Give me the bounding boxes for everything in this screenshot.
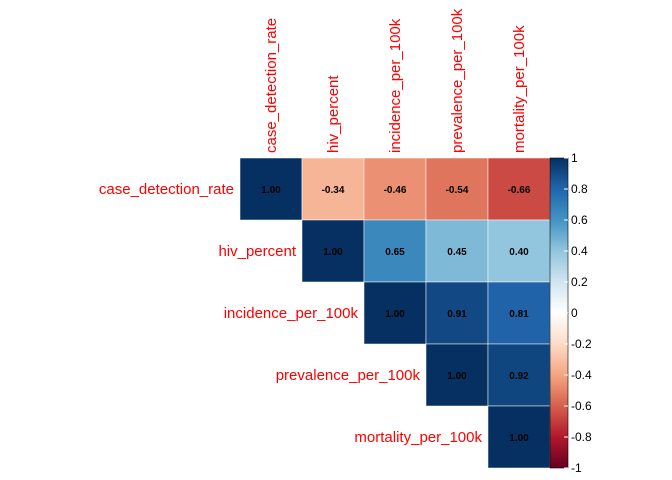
heatmap-cell	[487, 219, 551, 283]
column-label: incidence_per_100k	[387, 18, 404, 153]
heatmap-cell	[363, 281, 427, 345]
cell-value-label: 1.00	[447, 371, 467, 382]
colorbar-tick-label: 0.4	[571, 244, 588, 258]
row-label: mortality_per_100k	[354, 429, 482, 446]
cell-value-label: 0.65	[385, 247, 405, 258]
cell-value-label: 0.45	[447, 247, 467, 258]
row-label: case_detection_rate	[99, 181, 234, 198]
cell-value-label: -0.66	[508, 185, 531, 196]
heatmap-cell	[239, 157, 303, 221]
colorbar-tick-label: -0.2	[571, 337, 592, 351]
cell-value-label: 0.92	[509, 371, 529, 382]
column-label: prevalence_per_100k	[449, 8, 466, 153]
heatmap-cell	[425, 343, 489, 407]
heatmap-cell	[301, 157, 365, 221]
colorbar-tick-label: 0.6	[571, 213, 588, 227]
heatmap-cell	[487, 405, 551, 469]
cell-value-label: 1.00	[385, 309, 405, 320]
colorbar-tick-label: 1	[571, 151, 578, 165]
cell-value-label: 1.00	[323, 247, 343, 258]
heatmap-cell	[425, 219, 489, 283]
colorbar: 1 0.8 0.6 0.4 0.2 0 -0.2 -0.4 -0.6 -0.8 -1	[549, 151, 592, 475]
cell-value-label: 1.00	[509, 433, 529, 444]
heatmap-cell	[487, 281, 551, 345]
heatmap-cell	[363, 219, 427, 283]
heatmap-cell	[487, 343, 551, 407]
cell-value-label: -0.34	[322, 185, 345, 196]
colorbar-tick-label: -0.6	[571, 399, 592, 413]
row-label: prevalence_per_100k	[276, 367, 421, 384]
column-label: hiv_percent	[325, 75, 342, 153]
colorbar-tick-label: -0.8	[571, 430, 592, 444]
cell-value-label: -0.46	[384, 185, 407, 196]
row-labels: case_detection_rate hiv_percent incidence_…	[99, 181, 483, 446]
heatmap-cell	[425, 281, 489, 345]
row-label: incidence_per_100k	[224, 305, 359, 322]
colorbar-tick-label: -0.4	[571, 368, 592, 382]
colorbar-tick-label: 0	[571, 306, 578, 320]
column-label: mortality_per_100k	[511, 25, 528, 153]
cell-value-label: 1.00	[261, 185, 281, 196]
cell-value-label: 0.91	[447, 309, 467, 320]
column-labels: case_detection_rate hiv_percent incidence_…	[263, 8, 528, 153]
cell-value-label: -0.54	[446, 185, 469, 196]
colorbar-tick-label: -1	[571, 461, 582, 475]
colorbar-tick-label: 0.8	[571, 182, 588, 196]
heatmap-cell	[301, 219, 365, 283]
row-label: hiv_percent	[218, 243, 296, 260]
cell-value-label: 0.81	[509, 309, 529, 320]
cell-value-label: 0.40	[509, 247, 529, 258]
heatmap-cells: 1.00 -0.34 -0.46 -0.54 -0.66 1.00 0.65 0.45 0.40…	[239, 157, 551, 469]
colorbar-tick-label: 0.2	[571, 275, 588, 289]
column-label: case_detection_rate	[263, 18, 280, 153]
